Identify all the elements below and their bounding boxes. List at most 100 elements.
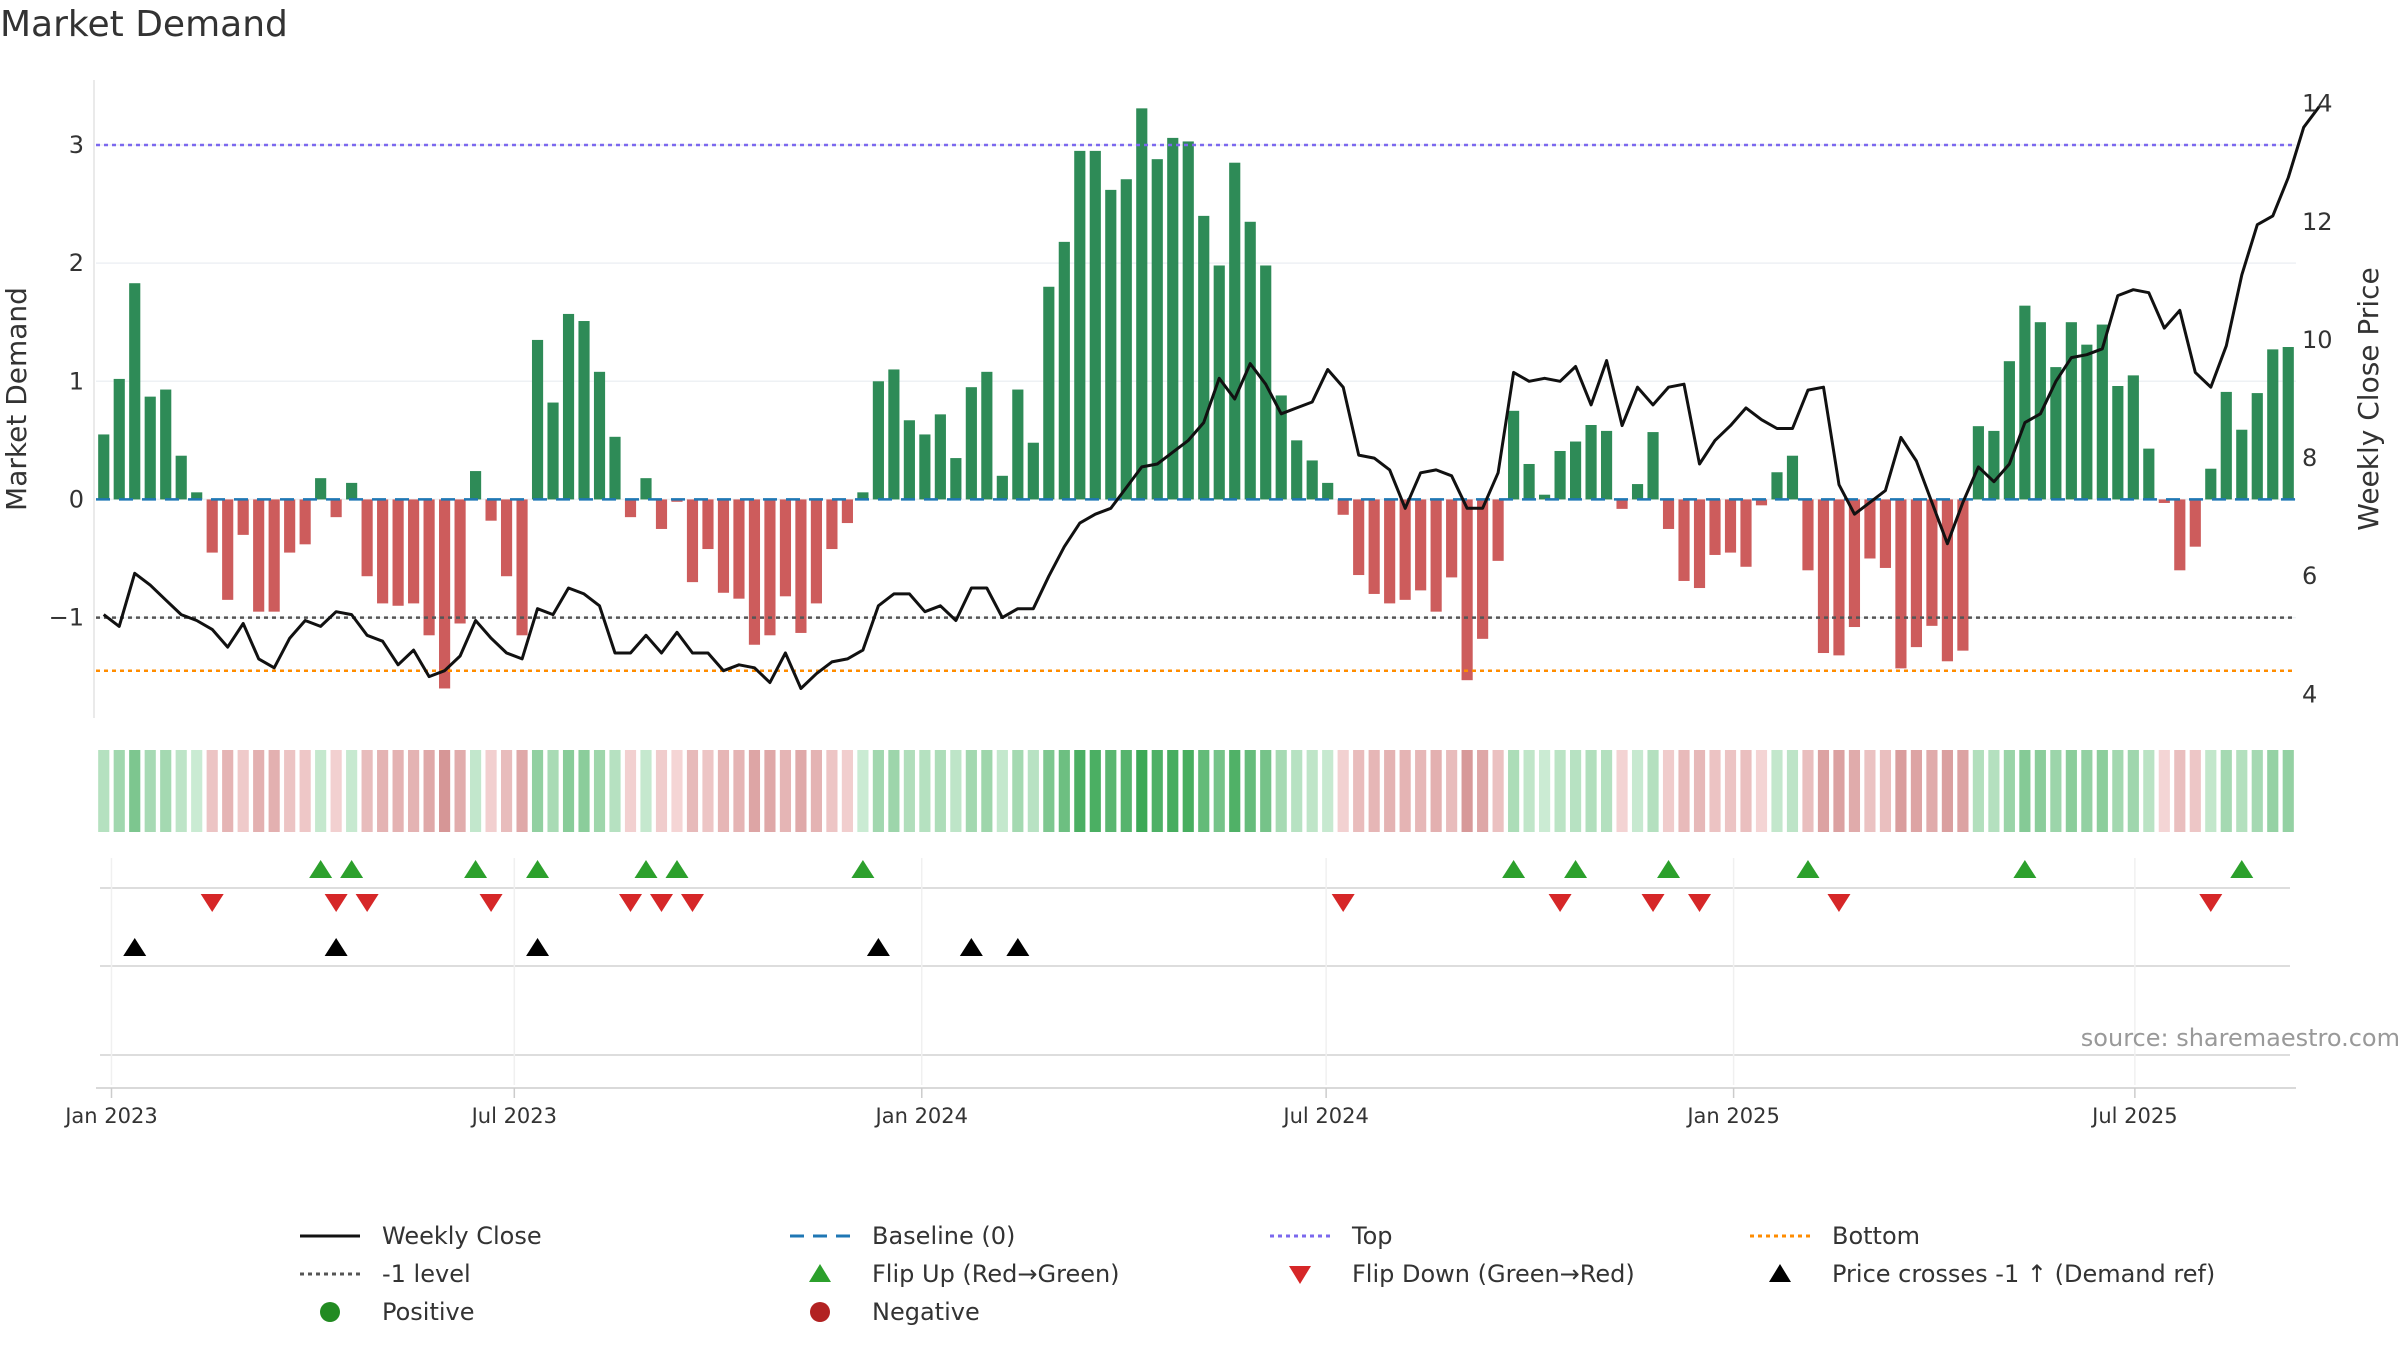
demand-strip-cell xyxy=(2096,750,2108,832)
x-tick-label: Jan 2024 xyxy=(874,1104,969,1128)
demand-bar xyxy=(144,396,156,500)
price-cross-marker xyxy=(123,938,147,956)
y-tick-label: 2 xyxy=(69,249,84,277)
demand-bar xyxy=(1833,499,1845,656)
demand-strip-cell xyxy=(299,750,311,832)
demand-bar xyxy=(1693,499,1706,589)
demand-strip-cell xyxy=(1415,750,1427,832)
demand-bar xyxy=(702,499,714,550)
demand-bar xyxy=(872,381,884,500)
flip-down-marker xyxy=(324,894,348,912)
y2-tick-label: 12 xyxy=(2302,208,2333,236)
flip-down-marker xyxy=(2199,894,2223,912)
demand-strip-cell xyxy=(1198,750,1210,832)
demand-bar xyxy=(1043,286,1055,500)
demand-bar xyxy=(1988,430,2000,500)
demand-strip-cell xyxy=(748,750,761,832)
demand-bar xyxy=(175,455,187,500)
demand-bar xyxy=(268,499,280,612)
flip-up-marker xyxy=(851,860,875,878)
flip-up-marker xyxy=(1657,860,1681,878)
demand-strip-cell xyxy=(1027,750,1039,832)
demand-bar xyxy=(98,434,110,500)
demand-bar xyxy=(888,369,900,500)
demand-strip-cell xyxy=(2236,750,2248,832)
demand-bar xyxy=(516,499,528,636)
demand-strip-cell xyxy=(268,750,280,832)
demand-strip-cell xyxy=(547,750,559,832)
demand-bar xyxy=(470,471,482,500)
demand-strip-cell xyxy=(1724,750,1737,832)
demand-strip-cell xyxy=(160,750,172,832)
demand-strip-cell xyxy=(1337,750,1349,832)
demand-bar xyxy=(1926,499,1938,626)
flip-up-marker xyxy=(340,860,364,878)
demand-bar xyxy=(826,499,838,550)
signal-panels: Jan 2023 Jul 2023 Jan 2024 Jul 2024 Jan 2025… xyxy=(63,858,2296,1128)
legend-label: Price crosses -1 ↑ (Demand ref) xyxy=(1832,1260,2216,1288)
demand-strip-cell xyxy=(175,750,187,832)
demand-strip-cell xyxy=(222,750,234,832)
demand-strip-cell xyxy=(1972,750,1984,832)
flip-down-marker xyxy=(355,894,379,912)
demand-strip-cell xyxy=(671,750,683,832)
demand-bar xyxy=(686,499,699,583)
demand-bar xyxy=(2189,499,2201,547)
circle-icon xyxy=(810,1302,830,1322)
demand-bar xyxy=(1631,484,1644,500)
flip-up-marker xyxy=(526,860,550,878)
demand-strip-cell xyxy=(562,750,575,832)
flip-up-marker xyxy=(464,860,488,878)
page-title: Market Demand xyxy=(0,4,288,45)
demand-bar xyxy=(748,499,761,645)
demand-strip-cell xyxy=(284,750,296,832)
legend-item-weekly-close: Weekly Close xyxy=(300,1218,542,1254)
demand-bar xyxy=(1802,499,1814,571)
demand-bar xyxy=(1182,141,1194,500)
demand-bar xyxy=(2143,448,2155,500)
demand-strip-cell xyxy=(485,750,497,832)
demand-bar xyxy=(981,371,993,500)
demand-bar xyxy=(222,499,234,600)
demand-bar xyxy=(1771,472,1783,500)
demand-bar xyxy=(2081,344,2093,500)
demand-bar xyxy=(593,371,606,500)
demand-strip-cell xyxy=(1260,750,1272,832)
y-tick-label: 0 xyxy=(69,485,84,513)
demand-strip-cell xyxy=(764,750,776,832)
demand-bar xyxy=(810,499,822,604)
demand-strip-cell xyxy=(1167,750,1179,832)
demand-strip-cell xyxy=(1740,750,1752,832)
flip-down-marker xyxy=(680,894,704,912)
demand-bar xyxy=(1848,499,1861,628)
x-tick-label: Jan 2025 xyxy=(1685,1104,1780,1128)
demand-strip-cell xyxy=(346,750,358,832)
demand-bar xyxy=(500,499,513,577)
demand-strip-cell xyxy=(1353,750,1365,832)
demand-strip-cell xyxy=(1988,750,2000,832)
y2-tick-label: 6 xyxy=(2302,562,2317,590)
demand-bar xyxy=(609,436,621,500)
demand-strip-cell xyxy=(2251,750,2263,832)
demand-bar xyxy=(1972,426,1984,500)
demand-bar xyxy=(919,434,931,500)
demand-strip-cell xyxy=(578,750,590,832)
circle-icon xyxy=(320,1302,340,1322)
demand-strip-cell xyxy=(717,750,730,832)
demand-strip-cell xyxy=(2003,750,2015,832)
legend-item-flip-down: Flip Down (Green→Red) xyxy=(1270,1256,1635,1292)
demand-strip-cell xyxy=(1879,750,1892,832)
demand-strip-cell xyxy=(1570,750,1582,832)
demand-bar xyxy=(361,499,373,577)
demand-strip-cell xyxy=(1910,750,1922,832)
demand-strip-cell xyxy=(686,750,699,832)
flip-down-marker xyxy=(619,894,643,912)
demand-strip-cell xyxy=(2220,750,2232,832)
demand-strip-cell xyxy=(1182,750,1194,832)
demand-bar xyxy=(299,499,311,545)
demand-bar xyxy=(2220,391,2232,500)
demand-strip-cell xyxy=(981,750,993,832)
demand-strip-cell xyxy=(361,750,373,832)
demand-bar xyxy=(965,387,977,500)
